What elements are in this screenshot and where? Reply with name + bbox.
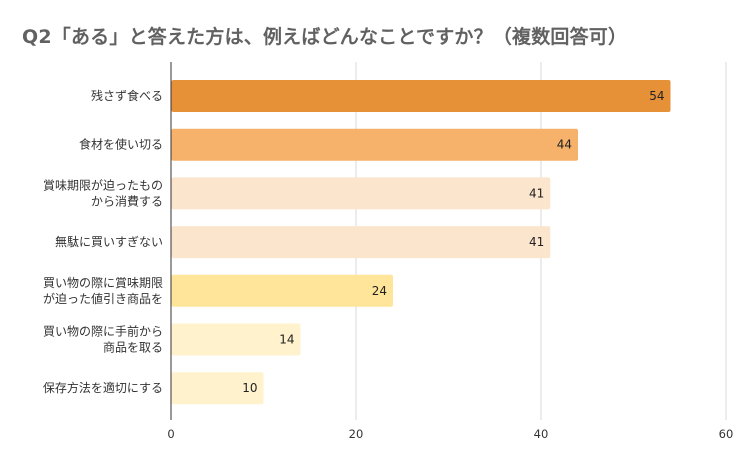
category-label: 賞味期限が迫ったものから消費する (43, 177, 163, 208)
category-label: 買い物の際に手前から商品を取る (43, 324, 163, 355)
bar (171, 177, 551, 210)
bar (171, 323, 301, 356)
category-label: 保存方法を適切にする (43, 380, 163, 395)
x-tick-label: 40 (534, 427, 549, 441)
bar-value-label: 41 (529, 186, 544, 200)
category-label: 買い物の際に賞味期限が迫った値引き商品を (43, 276, 163, 306)
bar-value-label: 41 (529, 235, 544, 249)
bar-value-label: 24 (372, 284, 387, 298)
bar (171, 128, 578, 161)
bar (171, 274, 393, 307)
bar-value-label: 44 (557, 138, 572, 152)
bar-value-label: 10 (242, 381, 257, 395)
x-tick-label: 0 (167, 427, 174, 441)
bar (171, 372, 264, 405)
chart-title: Q2「ある」と答えた方は、例えばどんなことですか？（複数回答可） (22, 26, 628, 48)
bar (171, 80, 671, 112)
bar (171, 226, 551, 259)
bar-value-label: 54 (649, 89, 664, 103)
x-tick-label: 60 (719, 427, 734, 441)
bar-value-label: 14 (279, 333, 294, 347)
category-label: 無駄に買いすぎない (55, 234, 163, 249)
category-label: 食材を使い切る (79, 137, 163, 152)
category-label: 残さず食べる (91, 88, 163, 103)
x-tick-label: 20 (349, 427, 364, 441)
